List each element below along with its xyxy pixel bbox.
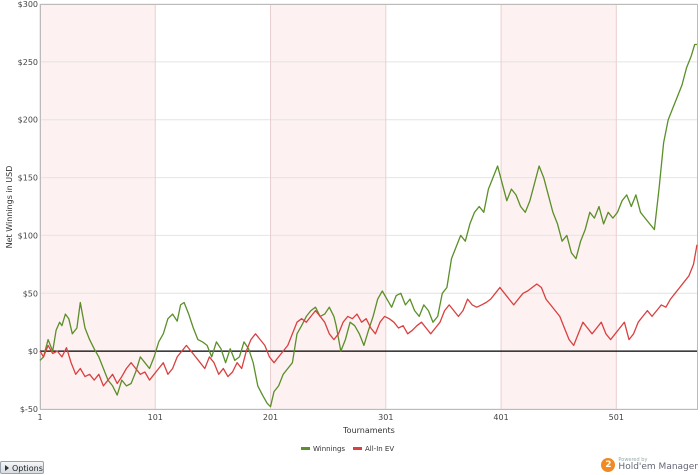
y-tick-label: $-50 [20, 405, 38, 414]
brand: 2 Powered by Hold'em Manager [601, 455, 698, 475]
legend-swatch-all-in-ev [353, 447, 362, 450]
x-axis-title: Tournaments [342, 426, 395, 435]
triangle-right-icon [5, 465, 9, 471]
legend-swatch-winnings [301, 447, 310, 450]
shaded-bands [40, 4, 617, 409]
plot-frame [40, 4, 698, 410]
x-tick-label: 501 [609, 413, 624, 422]
legend: Winnings All-In EV [301, 445, 394, 453]
brand-text: Powered by Hold'em Manager [618, 458, 698, 472]
legend-label-all-in-ev: All-In EV [365, 445, 394, 453]
shaded-band-1 [270, 4, 386, 409]
series-layer [39, 43, 698, 408]
y-tick-label: $50 [23, 289, 38, 298]
y-tick-label: $100 [18, 231, 38, 240]
legend-item-all-in-ev[interactable]: All-In EV [353, 445, 394, 453]
y-tick-label: $300 [18, 0, 38, 9]
brand-powered: Powered by [618, 457, 648, 463]
x-tick-label: 101 [148, 413, 163, 422]
y-tick-labels: $-50 $0 $50 $100 $150 $200 $250 $300 [18, 0, 38, 414]
y-tick-label: $0 [28, 347, 38, 356]
series-line-all-in-ev [39, 244, 698, 387]
legend-item-winnings[interactable]: Winnings [301, 445, 345, 453]
shaded-band-0 [40, 4, 156, 409]
holdem-manager-logo-icon: 2 [601, 458, 616, 472]
legend-label-winnings: Winnings [313, 445, 345, 453]
series-line-winnings [39, 43, 697, 408]
x-tick-label: 201 [263, 413, 278, 422]
x-tick-label: 401 [493, 413, 508, 422]
options-button[interactable]: Options [0, 461, 44, 474]
x-tick-labels: 1 101 201 301 401 501 [37, 413, 624, 422]
y-tick-label: $200 [18, 116, 38, 125]
y-axis-title: Net Winnings in USD [5, 166, 14, 249]
y-tick-label: $250 [18, 58, 38, 67]
chart: $-50 $0 $50 $100 $150 $200 $250 $300 1 101 201 301… [5, 0, 698, 453]
y-tick-label: $150 [18, 174, 38, 183]
x-tick-label: 301 [378, 413, 393, 422]
brand-name: Hold'em Manager [618, 462, 698, 472]
options-label: Options [12, 464, 43, 473]
x-tick-label: 1 [37, 413, 42, 422]
